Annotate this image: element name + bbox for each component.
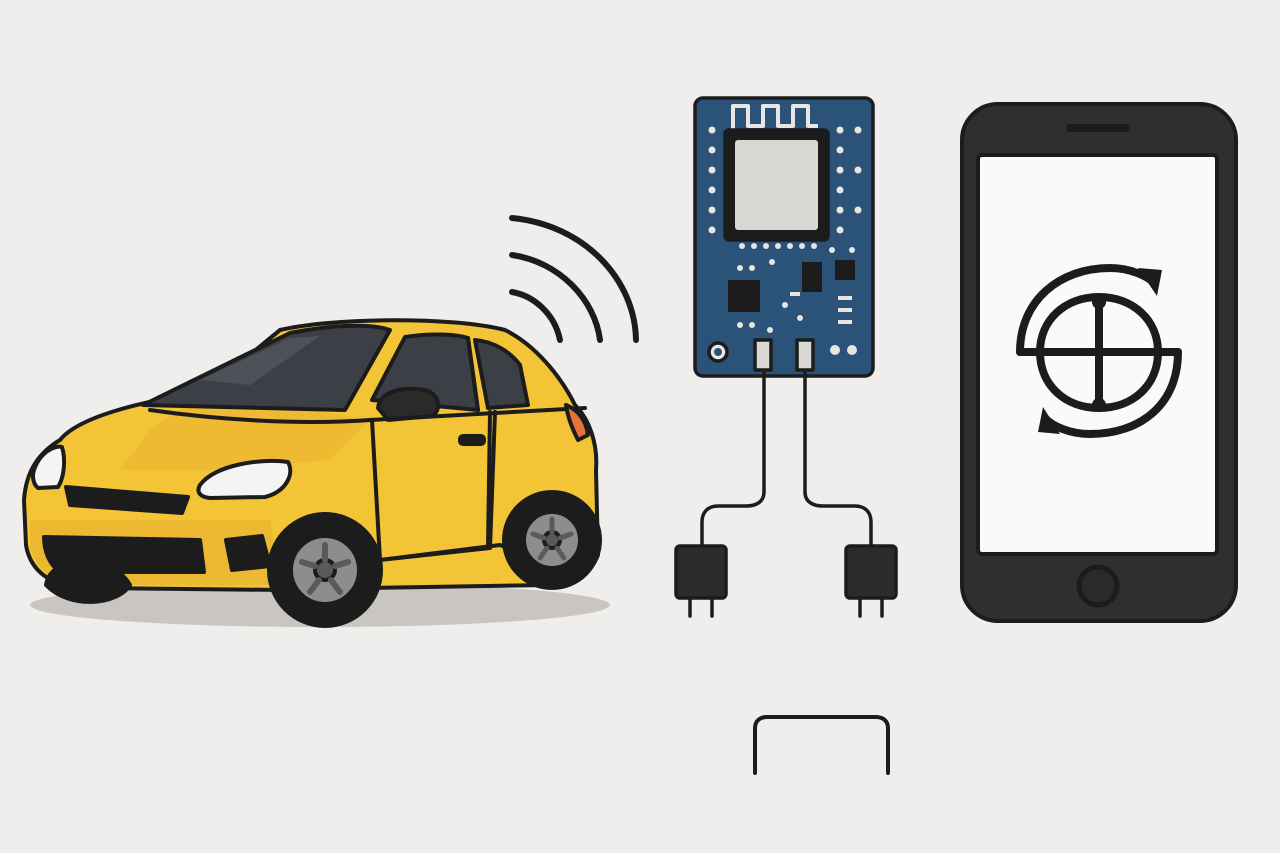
car-icon (22, 318, 610, 628)
pcb-antenna (731, 104, 818, 134)
car-wheel-rear (502, 490, 602, 590)
phone-speaker (1066, 124, 1130, 132)
bracket-icon (753, 715, 890, 775)
signal-arc-small (509, 289, 563, 343)
car-headlight (196, 458, 293, 500)
plug-right-body (844, 544, 898, 600)
cable-right (803, 370, 873, 550)
pcb-chip-small (802, 262, 822, 292)
car-grille (64, 485, 190, 515)
pcb-pad-left (753, 338, 773, 372)
wireless-signal-icon (509, 215, 639, 343)
cable-left (700, 370, 766, 550)
pcb-pad-right (795, 338, 815, 372)
car-headlight-left (31, 444, 67, 490)
sync-arrows-icon (1016, 264, 1182, 438)
phone-home-button (1076, 564, 1120, 608)
car-wheel-back-hidden (44, 558, 132, 604)
pcb-chip-square (835, 260, 855, 280)
car-wheel-front (267, 512, 383, 628)
cable-assembly (700, 370, 873, 550)
car-window-rear (473, 338, 530, 410)
wifi-module-board-icon (693, 96, 875, 378)
signal-arc-medium (509, 252, 603, 343)
plug-left-body (674, 544, 728, 600)
signal-arc-large (509, 215, 639, 343)
plug-connector-icon (674, 544, 898, 618)
sync-arrowhead-top (1138, 268, 1162, 296)
sync-arrowhead-bottom (1038, 407, 1060, 434)
car-mirror (376, 386, 441, 422)
pcb-chip-large (728, 280, 760, 312)
car-foglight (224, 534, 272, 572)
